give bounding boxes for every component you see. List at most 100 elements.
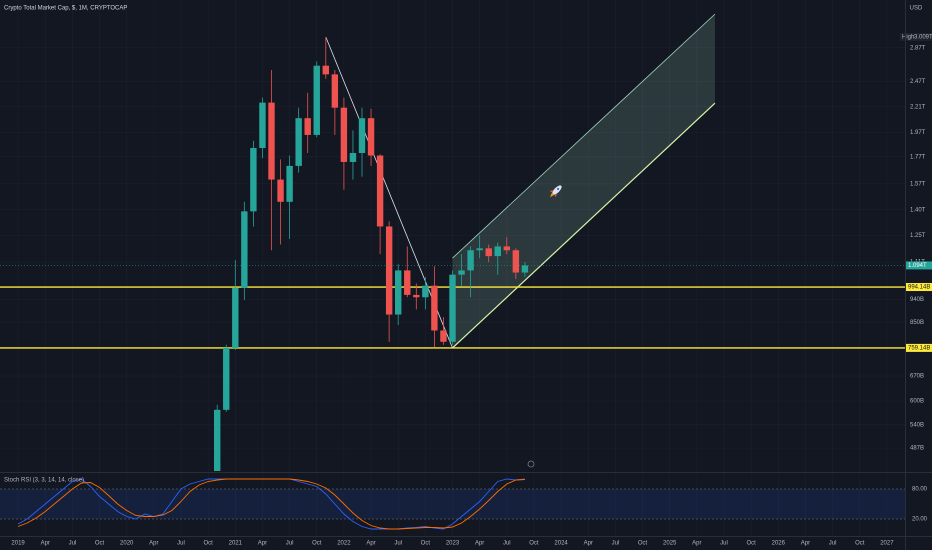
candle-body [304, 118, 311, 135]
axes: 2019 Apr Jul Oct 2020 Apr Jul Oct 2021 Apr Jul Oct 2… [11, 33, 932, 547]
x-tick-label: 2026 [772, 541, 786, 547]
candle-body [476, 248, 483, 251]
indicator-title: Stoch RSI (3, 3, 14, 14, close) [4, 478, 84, 484]
x-tick-label: Jul [394, 541, 402, 547]
stoch-tick-label: 80.00 [912, 487, 928, 493]
y-tick-label: 1.97T [910, 130, 926, 136]
x-tick-label: 2019 [11, 541, 25, 547]
candle-body [521, 265, 529, 273]
y-tick-label: 850B [910, 320, 924, 326]
x-tick-label: Jul [177, 541, 185, 547]
price-label-box [906, 343, 932, 352]
candle-body [349, 152, 357, 162]
x-tick-label: Oct [421, 541, 431, 547]
candle-body [232, 287, 239, 348]
candle-body [485, 248, 492, 257]
x-tick-label: Apr [801, 541, 810, 547]
y-tick-label: 1.57T [910, 181, 926, 187]
candle-body [512, 250, 520, 273]
last-price-label: 1.094T [908, 263, 927, 269]
candle-body [494, 246, 501, 257]
candle-body [322, 65, 329, 75]
price-label: 994.14B [908, 285, 930, 291]
last-price-box [906, 261, 932, 270]
candle-body [340, 107, 348, 162]
candle-body [404, 270, 411, 295]
candle-body [223, 347, 230, 410]
stoch-tick-label: 20.00 [912, 517, 928, 523]
x-tick-label: Apr [366, 541, 375, 547]
x-tick-label: Jul [286, 541, 294, 547]
x-tick-label: Oct [203, 541, 213, 547]
currency: USD [910, 6, 923, 12]
candle-body [440, 330, 447, 342]
y-tick-label: 670B [910, 374, 924, 380]
candle-body [358, 118, 366, 153]
price-label-box [906, 283, 932, 292]
candle-body [395, 270, 402, 315]
candle-body [331, 74, 339, 108]
y-tick-label: 540B [910, 422, 924, 428]
x-tick-label: Jul [612, 541, 620, 547]
candle-body [367, 118, 375, 156]
y-tick-label: 2.87T [910, 45, 926, 51]
candle-body [295, 118, 302, 166]
candle-body [467, 250, 474, 271]
channel-lower [452, 102, 716, 349]
x-tick-label: Oct [855, 541, 865, 547]
y-tick-label: 1.25T [910, 233, 926, 239]
x-tick-label: Oct [95, 541, 105, 547]
stoch-pane [0, 478, 905, 530]
high-label-box [900, 33, 932, 42]
candle-body [503, 246, 510, 251]
y-tick-label: 1.77T [910, 154, 926, 160]
x-tick-label: 2020 [120, 541, 134, 547]
x-tick-label: 2022 [337, 541, 351, 547]
x-tick-label: 2025 [663, 541, 677, 547]
main-pane [0, 13, 905, 471]
candle-body [413, 294, 420, 298]
x-tick-label: Apr [475, 541, 484, 547]
x-tick-label: 2027 [880, 541, 894, 547]
candle-body [277, 179, 284, 202]
y-tick-label: 2.21T [910, 104, 926, 110]
candle-body [241, 211, 248, 288]
candle-body [259, 102, 266, 149]
y-tick-label: 487B [910, 446, 924, 452]
y-tick-label: 1.40T [910, 207, 926, 213]
x-tick-label: Jul [69, 541, 77, 547]
candle-body [449, 274, 456, 342]
chart-title: Crypto Total Market Cap, $, 1M, CRYPTOCA… [4, 6, 127, 12]
x-tick-label: Oct [529, 541, 539, 547]
x-tick-label: Apr [258, 541, 267, 547]
grid [0, 0, 905, 536]
candle-body [313, 65, 320, 135]
channel-upper [452, 13, 716, 259]
x-tick-label: Apr [692, 541, 701, 547]
x-tick-label: 2023 [446, 541, 460, 547]
x-tick-label: 2021 [229, 541, 243, 547]
rocket-icon [549, 185, 562, 198]
high-label: High [902, 35, 914, 41]
x-tick-label: Jul [829, 541, 837, 547]
candle-body [431, 285, 438, 331]
candle-body [250, 148, 257, 212]
x-tick-label: 2024 [554, 541, 568, 547]
x-tick-label: Oct [312, 541, 322, 547]
candle-body [422, 285, 429, 298]
candle-body [286, 165, 293, 202]
candle-body [214, 409, 221, 471]
event-icon[interactable] [527, 460, 535, 468]
x-tick-label: Oct [746, 541, 756, 547]
stoch-band [0, 489, 905, 519]
x-tick-label: Apr [41, 541, 50, 547]
x-tick-label: Jul [720, 541, 728, 547]
candle-body [268, 102, 275, 180]
candle-body [385, 226, 393, 315]
x-tick-label: Apr [584, 541, 593, 547]
y-tick-label: 2.47T [910, 79, 926, 85]
candle-body [458, 270, 465, 275]
x-tick-label: Oct [638, 541, 648, 547]
price-label: 759.14B [908, 345, 930, 351]
